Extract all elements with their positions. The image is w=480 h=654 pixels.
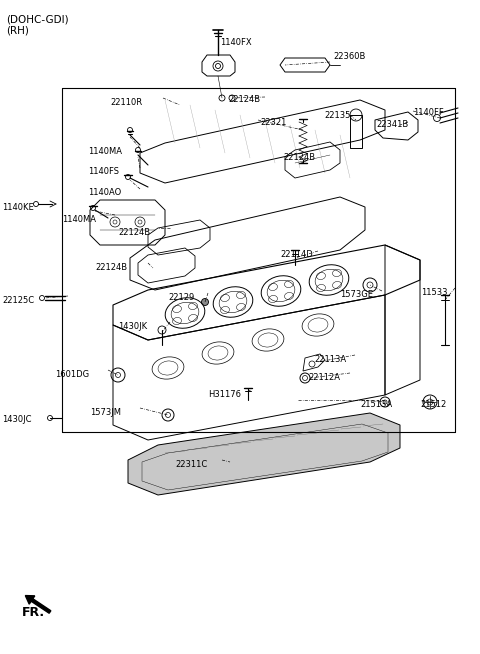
Text: 22311C: 22311C — [175, 460, 207, 469]
Text: 22110R: 22110R — [110, 98, 142, 107]
Text: 22112A: 22112A — [308, 373, 340, 382]
Text: 1573GE: 1573GE — [340, 290, 373, 299]
Text: 22124B: 22124B — [283, 153, 315, 162]
Text: 22124B: 22124B — [118, 228, 150, 237]
Text: 22124B: 22124B — [228, 95, 260, 104]
Text: 1430JK: 1430JK — [118, 322, 147, 331]
Circle shape — [202, 298, 208, 305]
Text: 1140MA: 1140MA — [62, 215, 96, 224]
Text: 1140AO: 1140AO — [88, 188, 121, 197]
Text: H31176: H31176 — [208, 390, 241, 399]
Text: 1140MA: 1140MA — [88, 147, 122, 156]
Text: 1140KE: 1140KE — [2, 203, 34, 212]
Text: 11533: 11533 — [421, 288, 447, 297]
FancyArrow shape — [25, 596, 51, 613]
Text: 22124B: 22124B — [95, 263, 127, 272]
Polygon shape — [128, 413, 400, 495]
Text: 22129: 22129 — [168, 293, 194, 302]
Text: 22135: 22135 — [324, 111, 350, 120]
Text: 22321: 22321 — [260, 118, 287, 127]
Text: 1140FF: 1140FF — [413, 108, 444, 117]
Text: 1140FX: 1140FX — [220, 38, 252, 47]
Text: 22360B: 22360B — [333, 52, 365, 61]
Text: 22113A: 22113A — [314, 355, 346, 364]
Text: 1140FS: 1140FS — [88, 167, 119, 176]
Text: 1573JM: 1573JM — [90, 408, 121, 417]
Text: 1601DG: 1601DG — [55, 370, 89, 379]
Text: 21512: 21512 — [420, 400, 446, 409]
Text: FR.: FR. — [22, 606, 45, 619]
Text: (DOHC-GDI)
(RH): (DOHC-GDI) (RH) — [6, 14, 69, 35]
Text: 1430JC: 1430JC — [2, 415, 32, 424]
Text: 22341B: 22341B — [376, 120, 408, 129]
Text: 21513A: 21513A — [360, 400, 392, 409]
Text: 22125C: 22125C — [2, 296, 34, 305]
Text: 22114D: 22114D — [280, 250, 313, 259]
